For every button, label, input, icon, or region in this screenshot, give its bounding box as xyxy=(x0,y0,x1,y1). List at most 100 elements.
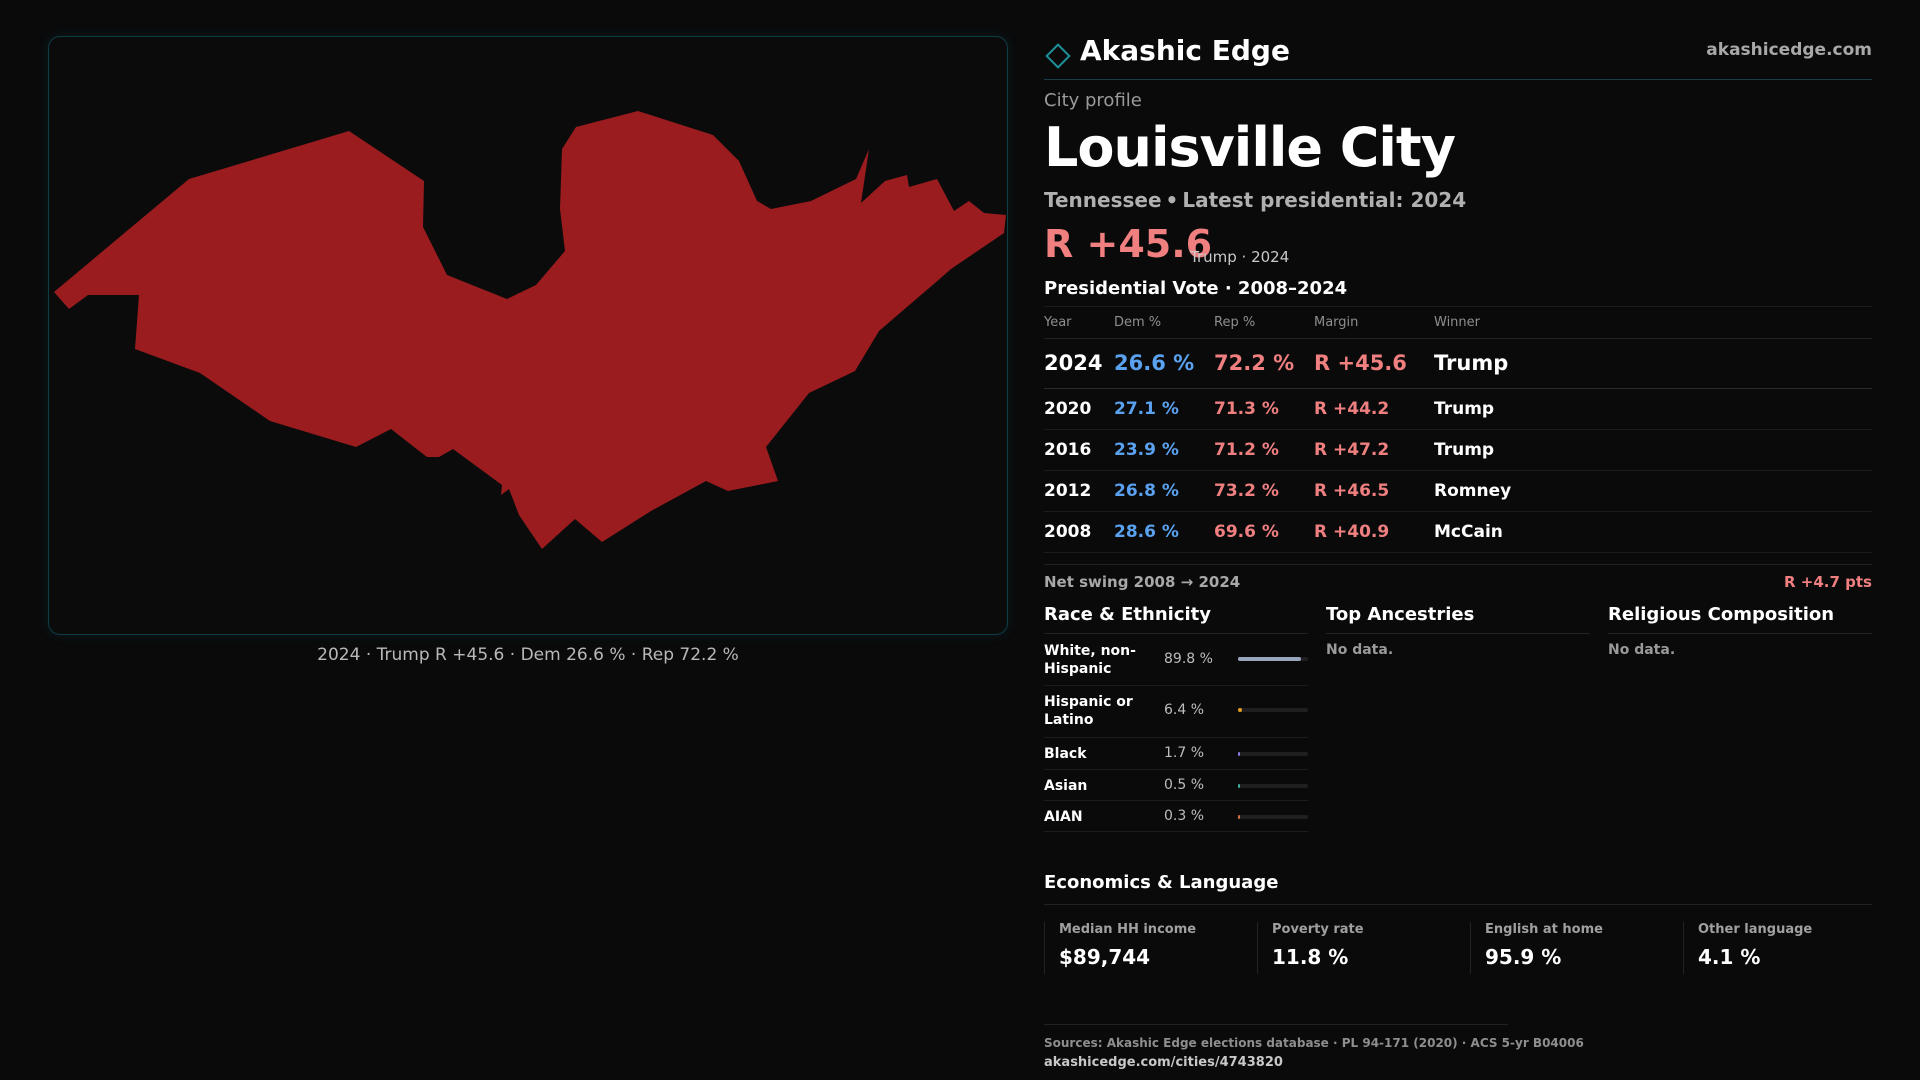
sources-note: Sources: Akashic Edge elections database… xyxy=(1044,1036,1584,1050)
row-year: 2012 xyxy=(1044,481,1092,501)
race-row: Asian 0.5 % xyxy=(1044,770,1308,801)
ancestries-section-title: Top Ancestries xyxy=(1326,604,1590,634)
race-bar-fill xyxy=(1238,657,1301,661)
profile-panel: Akashic Edge akashicedge.com City profil… xyxy=(1044,30,1872,1070)
state-name: Tennessee xyxy=(1044,188,1162,212)
brand-name: Akashic Edge xyxy=(1080,34,1290,67)
religion-empty: No data. xyxy=(1608,642,1676,658)
row-rep: 71.3 % xyxy=(1214,399,1279,419)
race-bar-track xyxy=(1238,752,1308,756)
race-pct: 6.4 % xyxy=(1164,702,1205,718)
econ-stat-label: Poverty rate xyxy=(1272,922,1364,937)
race-bar-track xyxy=(1238,708,1308,712)
vote-table-header: Year Dem % Rep % Margin Winner xyxy=(1044,307,1872,339)
econ-stat-income: Median HH income $89,744 xyxy=(1044,922,1244,974)
row-rep: 72.2 % xyxy=(1214,351,1295,375)
divider xyxy=(1044,1024,1508,1025)
economics-section-title: Economics & Language xyxy=(1044,872,1279,893)
header-rep: Rep % xyxy=(1214,315,1256,330)
race-bar-track xyxy=(1238,657,1308,661)
race-pct: 0.3 % xyxy=(1164,808,1205,824)
econ-stat-english: English at home 95.9 % xyxy=(1470,922,1670,974)
row-dem: 27.1 % xyxy=(1114,399,1179,419)
econ-stat-poverty: Poverty rate 11.8 % xyxy=(1257,922,1457,974)
ancestries-empty: No data. xyxy=(1326,642,1394,658)
race-bar-fill xyxy=(1238,815,1241,819)
row-margin: R +45.6 xyxy=(1314,351,1407,375)
race-pct: 89.8 % xyxy=(1164,651,1213,667)
diamond-logo-icon xyxy=(1045,43,1071,69)
page-url-link[interactable]: akashicedge.com/cities/4743820 xyxy=(1044,1055,1283,1070)
table-row: 2008 28.6 % 69.6 % R +40.9 McCain xyxy=(1044,512,1872,553)
race-pct: 0.5 % xyxy=(1164,777,1205,793)
row-winner: Trump xyxy=(1434,351,1509,375)
net-swing-value: R +4.7 pts xyxy=(1784,573,1872,591)
row-margin: R +47.2 xyxy=(1314,440,1390,460)
race-bar-fill xyxy=(1238,708,1243,712)
map-caption: 2024 · Trump R +45.6 · Dem 26.6 % · Rep … xyxy=(317,645,739,665)
row-dem: 26.8 % xyxy=(1114,481,1179,501)
race-section-title: Race & Ethnicity xyxy=(1044,604,1308,634)
race-name: White, non-Hispanic xyxy=(1044,643,1136,677)
race-list: White, non-Hispanic 89.8 % Hispanic or L… xyxy=(1044,634,1308,832)
econ-stat-other-language: Other language 4.1 % xyxy=(1683,922,1883,974)
row-margin: R +40.9 xyxy=(1314,522,1390,542)
race-name: Asian xyxy=(1044,778,1088,794)
row-year: 2020 xyxy=(1044,399,1092,419)
row-year: 2016 xyxy=(1044,440,1092,460)
race-section: Race & Ethnicity White, non-Hispanic 89.… xyxy=(1044,604,1308,832)
race-row: Black 1.7 % xyxy=(1044,738,1308,770)
row-dem: 28.6 % xyxy=(1114,522,1179,542)
net-swing-label: Net swing 2008 → 2024 xyxy=(1044,573,1241,591)
header-margin: Margin xyxy=(1314,315,1359,330)
header-year: Year xyxy=(1044,315,1072,330)
table-row: 2016 23.9 % 71.2 % R +47.2 Trump xyxy=(1044,430,1872,471)
brand-header: Akashic Edge akashicedge.com xyxy=(1044,30,1872,80)
race-row: AIAN 0.3 % xyxy=(1044,801,1308,832)
latest-margin: R +45.6 xyxy=(1044,222,1213,266)
race-pct: 1.7 % xyxy=(1164,745,1205,761)
row-margin: R +46.5 xyxy=(1314,481,1390,501)
row-year: 2024 xyxy=(1044,351,1103,375)
econ-stat-label: Median HH income xyxy=(1059,922,1197,937)
race-bar-fill xyxy=(1238,752,1241,756)
race-name: AIAN xyxy=(1044,809,1083,825)
row-margin: R +44.2 xyxy=(1314,399,1390,419)
header-dem: Dem % xyxy=(1114,315,1162,330)
row-winner: McCain xyxy=(1434,522,1503,542)
row-winner: Trump xyxy=(1434,440,1495,460)
row-rep: 69.6 % xyxy=(1214,522,1279,542)
vote-table: Year Dem % Rep % Margin Winner 2024 26.6… xyxy=(1044,306,1872,553)
vote-section-title: Presidential Vote · 2008–2024 xyxy=(1044,278,1348,299)
row-dem: 23.9 % xyxy=(1114,440,1179,460)
table-row: 2020 27.1 % 71.3 % R +44.2 Trump xyxy=(1044,389,1872,430)
religion-section-title: Religious Composition xyxy=(1608,604,1872,634)
latest-election: Latest presidential: 2024 xyxy=(1182,188,1467,212)
row-rep: 73.2 % xyxy=(1214,481,1279,501)
race-bar-track xyxy=(1238,815,1308,819)
table-row: 2012 26.8 % 73.2 % R +46.5 Romney xyxy=(1044,471,1872,512)
race-bar-fill xyxy=(1238,784,1241,788)
econ-stat-value: 95.9 % xyxy=(1485,945,1562,969)
econ-stat-label: English at home xyxy=(1485,922,1603,937)
separator-dot: • xyxy=(1165,188,1179,212)
econ-stat-value: 11.8 % xyxy=(1272,945,1349,969)
row-winner: Romney xyxy=(1434,481,1512,501)
row-winner: Trump xyxy=(1434,399,1495,419)
brand-url-link[interactable]: akashicedge.com xyxy=(1706,40,1872,60)
ancestries-section: Top Ancestries No data. xyxy=(1326,604,1590,658)
religion-section: Religious Composition No data. xyxy=(1608,604,1872,658)
city-boundary-shape xyxy=(54,111,1006,549)
econ-stat-label: Other language xyxy=(1698,922,1813,937)
page-subtitle: Tennessee • Latest presidential: 2024 xyxy=(1044,188,1466,212)
net-swing-row: Net swing 2008 → 2024 R +4.7 pts xyxy=(1044,564,1872,592)
city-map-panel[interactable] xyxy=(48,36,1008,635)
divider xyxy=(1044,904,1872,905)
row-rep: 71.2 % xyxy=(1214,440,1279,460)
latest-margin-note: Trump · 2024 xyxy=(1190,248,1290,266)
page-kicker: City profile xyxy=(1044,90,1142,111)
table-row: 2024 26.6 % 72.2 % R +45.6 Trump xyxy=(1044,339,1872,389)
header-winner: Winner xyxy=(1434,315,1481,330)
row-year: 2008 xyxy=(1044,522,1092,542)
race-name: Hispanic or Latino xyxy=(1044,694,1133,728)
